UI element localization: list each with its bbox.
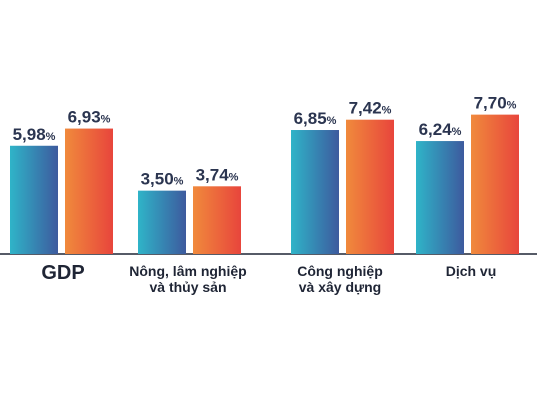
bar-s1-3 [291,130,339,254]
value-label-s1-4: 6,24% [419,120,462,139]
category-label-3-line-2: và xây dựng [299,279,382,295]
category-label-2-line-1: Nông, lâm nghiệp [129,263,246,279]
value-label-s2-1: 6,93% [68,108,111,127]
bar-s1-2 [138,190,186,254]
value-label-s2-2: 3,74% [196,165,239,184]
bar-s1-1 [10,145,58,254]
value-label-s1-3: 6,85% [294,109,337,128]
value-label-s2-4: 7,70% [474,94,517,113]
category-label-3-line-1: Công nghiệp [297,263,383,279]
bar-s2-4 [471,114,519,254]
bar-s2-2 [193,186,241,254]
bar-s2-1 [65,128,113,254]
category-label-1-line-1: GDP [41,262,84,284]
category-label-4-line-1: Dịch vụ [446,263,497,279]
bar-s2-3 [346,119,394,254]
bar-s1-4 [416,141,464,254]
value-label-s2-3: 7,42% [349,99,392,118]
value-label-s1-2: 3,50% [141,170,184,189]
value-label-s1-1: 5,98% [13,125,56,144]
category-label-2-line-2: và thủy sản [149,279,226,295]
